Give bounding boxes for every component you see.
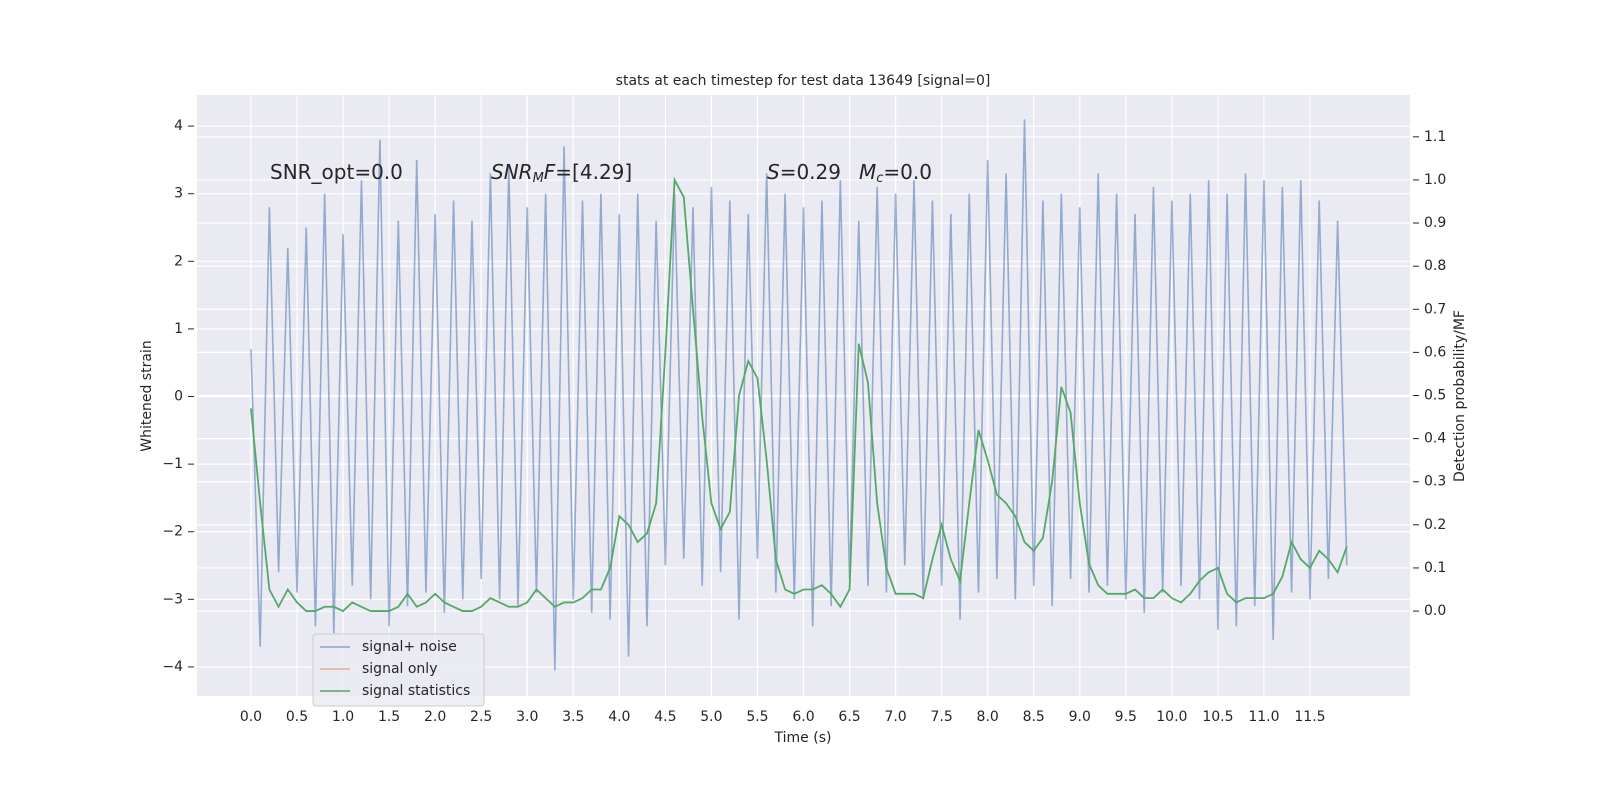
x-tick-label: 1.5 <box>378 709 400 725</box>
annotation-part: =[4.29] <box>555 160 632 184</box>
annotation-part: =0.0 <box>883 160 932 184</box>
y-tick-label: −2 <box>162 524 183 540</box>
annotation-part: F <box>544 160 556 184</box>
x-axis-label: Time (s) <box>774 730 832 746</box>
x-tick-label: 10.5 <box>1202 709 1233 725</box>
x-tick-label: 5.5 <box>746 709 768 725</box>
x-tick-label: 0.5 <box>286 709 308 725</box>
x-tick-label: 7.5 <box>931 709 953 725</box>
grid: 0.0 0.5 1.0 1.5 2.0 2.5 3.0 3.5 4.0 4.5 5.0 5.5 6.0 6… <box>162 95 1446 725</box>
legend-box <box>312 633 485 707</box>
legend-label: signal+ noise <box>362 639 457 655</box>
y-tick-label: 3 <box>174 186 183 202</box>
x-tick-label: 1.0 <box>332 709 354 725</box>
x-tick-label: 4.5 <box>654 709 676 725</box>
noise-line <box>250 119 1348 671</box>
statistics-line <box>250 176 1348 613</box>
x-tick-label: 10.0 <box>1156 709 1187 725</box>
y-tick-label: 2 <box>174 253 183 269</box>
y2-tick-label: 0.8 <box>1424 258 1446 274</box>
annotation-part: S <box>767 160 780 184</box>
marks <box>250 119 1348 671</box>
y-tick-label: −4 <box>162 659 183 675</box>
x-tick-label: 8.5 <box>1023 709 1045 725</box>
y-tick-label: −3 <box>162 591 183 607</box>
x-tick-label: 7.0 <box>884 709 906 725</box>
y2-tick-label: 0.0 <box>1424 603 1446 619</box>
y2-tick-label: 0.1 <box>1424 560 1446 576</box>
y-tick-label: 4 <box>174 118 183 134</box>
x-tick-label: 4.0 <box>608 709 630 725</box>
x-tick-label: 11.0 <box>1248 709 1279 725</box>
y2-tick-label: 1.1 <box>1424 129 1446 145</box>
x-tick-label: 6.0 <box>792 709 814 725</box>
annotations: SNR_opt=0.0 SNRMF=[4.29] S=0.29 Mc=0.0 <box>270 160 932 186</box>
x-tick-label: 2.0 <box>424 709 446 725</box>
x-tick-label: 3.0 <box>516 709 538 725</box>
annotation: Mc=0.0 <box>859 160 932 186</box>
annotation-part: =0.29 <box>780 160 841 184</box>
x-tick-label: 6.5 <box>838 709 860 725</box>
y-tick-label: 0 <box>174 389 183 405</box>
annotation-part: SNR <box>491 160 533 184</box>
annotation: SNR_opt=0.0 <box>270 160 403 184</box>
x-tick-label: 11.5 <box>1294 709 1325 725</box>
annotation-part: M <box>859 160 876 184</box>
legend-label: signal statistics <box>362 683 470 699</box>
y2-tick-label: 1.0 <box>1424 172 1446 188</box>
y2-axis-label: Detection probability/MF <box>1452 310 1468 482</box>
x-tick-label: 3.5 <box>562 709 584 725</box>
annotation: S=0.29 <box>767 160 841 184</box>
chart-title: stats at each timestep for test data 136… <box>616 73 991 89</box>
y-axis-label: Whitened strain <box>139 340 155 451</box>
x-tick-label: 0.0 <box>240 709 262 725</box>
y-tick-label: 1 <box>174 321 183 337</box>
y2-tick-label: 0.6 <box>1424 344 1446 360</box>
x-tick-label: 8.0 <box>977 709 999 725</box>
y2-tick-label: 0.2 <box>1424 517 1446 533</box>
y2-tick-label: 0.4 <box>1424 431 1446 447</box>
y-tick-label: −1 <box>162 456 183 472</box>
x-tick-label: 9.0 <box>1069 709 1091 725</box>
x-tick-label: 9.5 <box>1115 709 1137 725</box>
y2-tick-label: 0.7 <box>1424 301 1446 317</box>
annotation-part: M <box>533 171 544 186</box>
legend-label: signal only <box>362 661 437 677</box>
y2-tick-label: 0.5 <box>1424 388 1446 404</box>
x-tick-label: 5.0 <box>700 709 722 725</box>
annotation-part: SNR_opt=0.0 <box>270 160 403 184</box>
annotation: SNRMF=[4.29] <box>491 160 632 186</box>
x-tick-label: 2.5 <box>470 709 492 725</box>
annotation-part: c <box>876 171 883 186</box>
legend: signal+ noise signal only signal statistic… <box>312 633 485 707</box>
y2-tick-label: 0.9 <box>1424 215 1446 231</box>
y2-tick-label: 0.3 <box>1424 474 1446 490</box>
